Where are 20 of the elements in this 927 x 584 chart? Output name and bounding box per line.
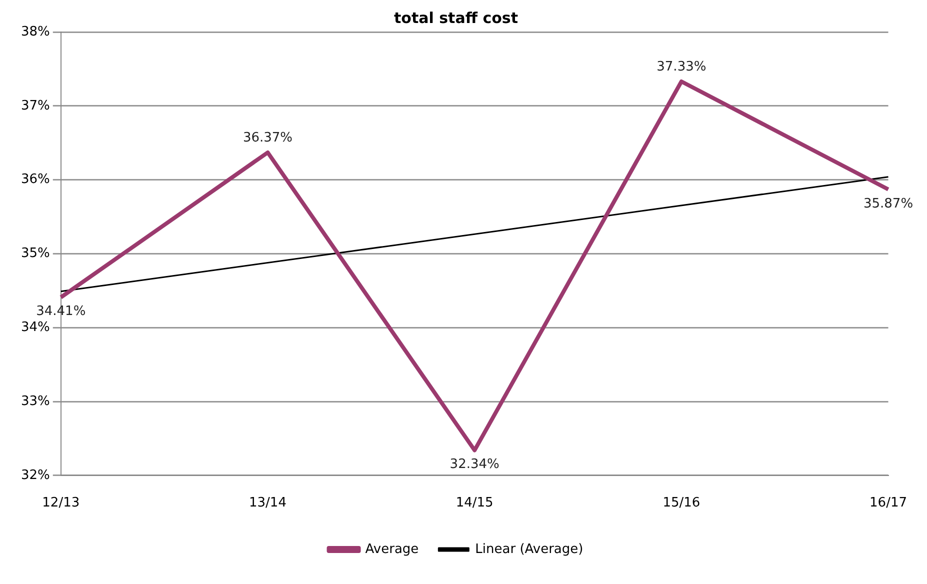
y-tick-label: 38% (20, 24, 50, 40)
legend-label: Average (365, 542, 419, 557)
data-label: 34.41% (36, 304, 86, 320)
y-tick-label: 36% (20, 172, 50, 188)
y-tick-label: 35% (20, 246, 50, 262)
x-tick-label: 15/16 (662, 496, 700, 511)
x-tick-label: 16/17 (870, 496, 907, 511)
legend-label: Linear (Average) (475, 542, 584, 557)
y-tick-label: 37% (20, 98, 50, 114)
chart-title: total staff cost (394, 8, 518, 27)
data-label: 35.87% (863, 196, 914, 212)
y-tick-label: 34% (20, 320, 50, 335)
y-tick-label: 33% (20, 394, 50, 409)
data-label: 32.34% (450, 457, 500, 472)
data-label: 37.33% (656, 59, 706, 74)
x-tick-label: 12/13 (42, 496, 80, 511)
data-label: 36.37% (242, 130, 293, 146)
y-tick-label: 32% (20, 468, 50, 483)
x-tick-label: 13/14 (249, 496, 286, 511)
x-tick-label: 14/15 (456, 496, 494, 511)
